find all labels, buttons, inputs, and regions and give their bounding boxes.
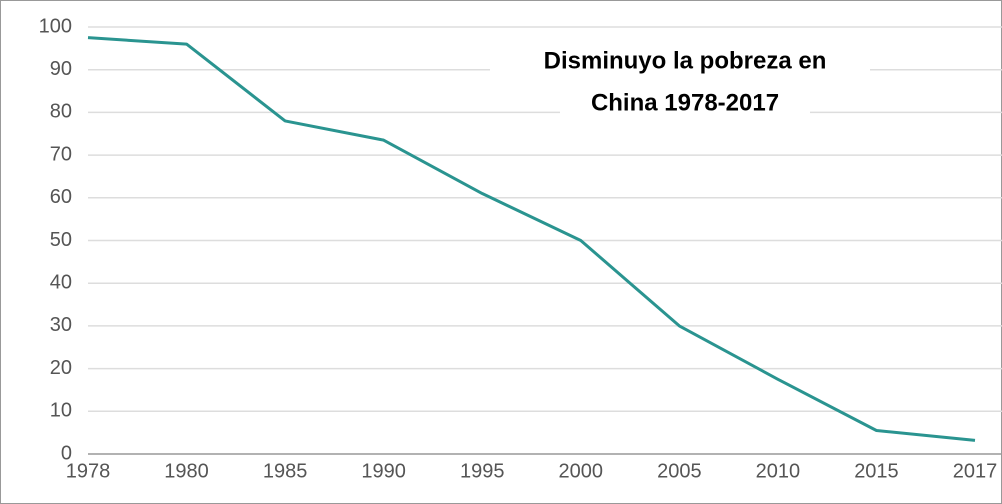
y-tick-label: 100 <box>39 15 72 37</box>
y-tick-label: 50 <box>50 229 72 251</box>
y-tick-label: 30 <box>50 314 72 336</box>
chart-title: Disminuyo la pobreza en <box>544 47 827 74</box>
x-tick-label: 1995 <box>460 460 505 482</box>
x-tick-label: 1978 <box>66 460 111 482</box>
y-tick-label: 0 <box>61 442 72 464</box>
x-tick-label: 2015 <box>854 460 899 482</box>
y-tick-label: 80 <box>50 101 72 123</box>
x-tick-label: 2005 <box>657 460 702 482</box>
y-tick-label: 90 <box>50 58 72 80</box>
x-tick-label: 2010 <box>756 460 801 482</box>
x-tick-label: 2000 <box>559 460 604 482</box>
y-tick-label: 70 <box>50 143 72 165</box>
chart-title: China 1978-2017 <box>591 89 779 116</box>
x-tick-label: 1980 <box>164 460 209 482</box>
title-background <box>490 42 870 82</box>
line <box>87 36 976 442</box>
y-tick-label: 10 <box>50 400 72 422</box>
y-tick-label: 20 <box>50 357 72 379</box>
y-tick-label: 60 <box>50 186 72 208</box>
title-background <box>560 84 810 124</box>
x-tick-label: 1990 <box>361 460 406 482</box>
x-tick-label: 1985 <box>263 460 308 482</box>
y-tick-label: 40 <box>50 271 72 293</box>
x-tick-label: 2017 <box>953 460 998 482</box>
